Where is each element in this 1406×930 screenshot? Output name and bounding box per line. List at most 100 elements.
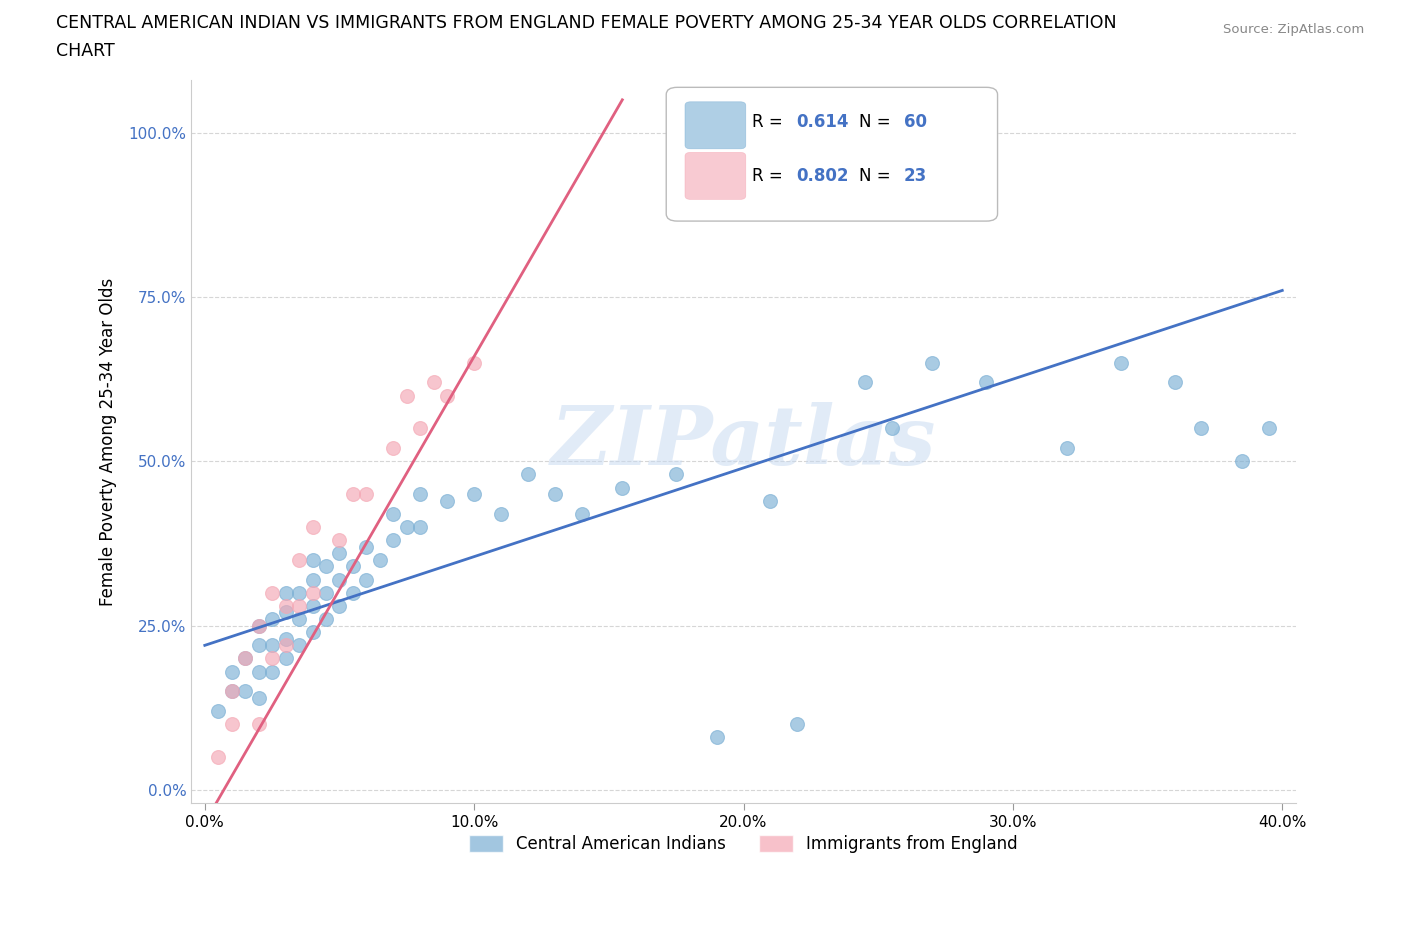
Point xyxy=(328,533,350,548)
Point xyxy=(262,664,284,679)
Text: Source: ZipAtlas.com: Source: ZipAtlas.com xyxy=(1223,23,1364,36)
Y-axis label: Female Poverty Among 25-34 Year Olds: Female Poverty Among 25-34 Year Olds xyxy=(100,277,117,605)
Point xyxy=(274,599,297,614)
Point xyxy=(612,480,634,495)
Point xyxy=(288,612,311,627)
Point xyxy=(342,559,364,574)
Point xyxy=(342,585,364,600)
Point xyxy=(274,585,297,600)
Point xyxy=(262,638,284,653)
Point xyxy=(221,684,243,698)
Point xyxy=(544,486,567,501)
Point xyxy=(1163,375,1185,390)
Point xyxy=(665,467,688,482)
Point xyxy=(342,486,364,501)
Point xyxy=(207,750,229,764)
Text: CENTRAL AMERICAN INDIAN VS IMMIGRANTS FROM ENGLAND FEMALE POVERTY AMONG 25-34 YE: CENTRAL AMERICAN INDIAN VS IMMIGRANTS FR… xyxy=(56,14,1116,32)
Legend: Central American Indians, Immigrants from England: Central American Indians, Immigrants fro… xyxy=(463,829,1025,860)
Point xyxy=(880,421,903,436)
Text: R =: R = xyxy=(752,113,789,131)
Point xyxy=(463,486,485,501)
Point xyxy=(315,559,337,574)
Point xyxy=(328,599,350,614)
Point xyxy=(274,631,297,646)
Point xyxy=(315,612,337,627)
Point xyxy=(274,638,297,653)
Point xyxy=(301,552,323,567)
Point xyxy=(853,375,876,390)
Point xyxy=(288,585,311,600)
Point xyxy=(1056,441,1078,456)
Text: 0.614: 0.614 xyxy=(797,113,849,131)
Point xyxy=(382,533,405,548)
Point xyxy=(759,493,782,508)
Point xyxy=(974,375,997,390)
Point xyxy=(423,375,446,390)
Point xyxy=(207,704,229,719)
Point xyxy=(315,585,337,600)
Point xyxy=(517,467,540,482)
Point xyxy=(262,612,284,627)
Text: ZIPatlas: ZIPatlas xyxy=(551,402,936,482)
Text: N =: N = xyxy=(859,113,897,131)
Point xyxy=(436,388,458,403)
Point xyxy=(262,585,284,600)
Point xyxy=(301,599,323,614)
Point xyxy=(571,507,593,522)
Text: 0.802: 0.802 xyxy=(797,166,849,184)
Point xyxy=(247,618,270,633)
Point xyxy=(786,717,808,732)
Point xyxy=(409,421,432,436)
Point xyxy=(221,664,243,679)
Point xyxy=(247,717,270,732)
Text: 23: 23 xyxy=(904,166,927,184)
Point xyxy=(356,572,378,587)
Point xyxy=(1191,421,1213,436)
Point xyxy=(288,638,311,653)
Point xyxy=(368,552,391,567)
Point xyxy=(301,625,323,640)
Point xyxy=(301,572,323,587)
FancyBboxPatch shape xyxy=(685,153,745,199)
Point xyxy=(409,520,432,535)
Point xyxy=(921,355,943,370)
Point xyxy=(247,638,270,653)
Point xyxy=(247,618,270,633)
Point xyxy=(247,690,270,705)
Point xyxy=(395,520,418,535)
Point xyxy=(288,552,311,567)
Point xyxy=(409,486,432,501)
Point xyxy=(436,493,458,508)
Point xyxy=(247,664,270,679)
Point xyxy=(356,539,378,554)
Point xyxy=(1109,355,1132,370)
Point xyxy=(382,441,405,456)
Text: 60: 60 xyxy=(904,113,927,131)
Text: N =: N = xyxy=(859,166,897,184)
Point xyxy=(382,507,405,522)
Point xyxy=(328,546,350,561)
Point xyxy=(489,507,512,522)
FancyBboxPatch shape xyxy=(666,87,997,221)
Point xyxy=(288,599,311,614)
Point xyxy=(301,585,323,600)
Point xyxy=(301,520,323,535)
Point xyxy=(395,388,418,403)
Point xyxy=(233,684,256,698)
Point xyxy=(706,730,728,745)
Point xyxy=(274,651,297,666)
Point xyxy=(328,572,350,587)
FancyBboxPatch shape xyxy=(685,101,745,149)
Point xyxy=(463,355,485,370)
Point xyxy=(356,486,378,501)
Point xyxy=(233,651,256,666)
Point xyxy=(221,684,243,698)
Point xyxy=(1230,454,1253,469)
Point xyxy=(233,651,256,666)
Text: R =: R = xyxy=(752,166,789,184)
Point xyxy=(274,605,297,620)
Point xyxy=(262,651,284,666)
Point xyxy=(1257,421,1279,436)
Point xyxy=(221,717,243,732)
Text: CHART: CHART xyxy=(56,42,115,60)
